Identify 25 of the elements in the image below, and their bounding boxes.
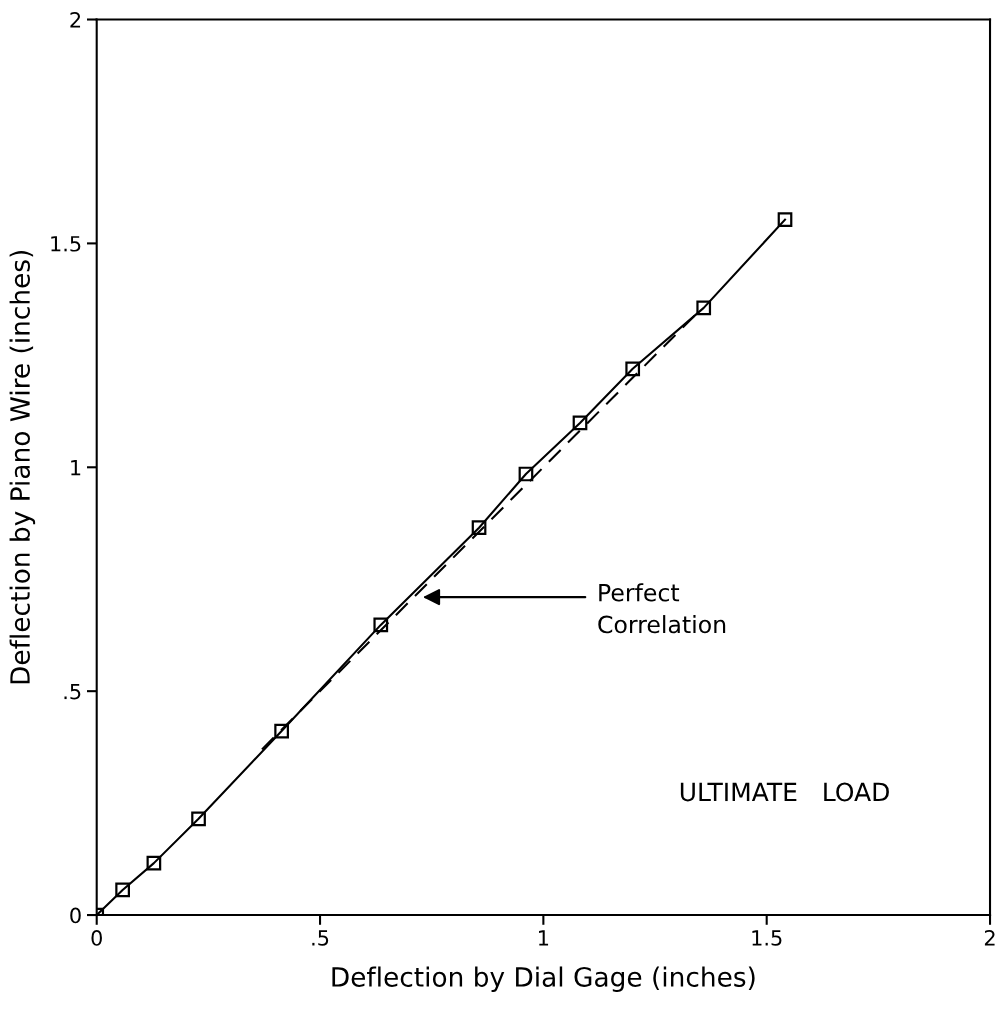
x-tick-label: .5 [312,930,329,946]
x-tick-label: 1.5 [752,930,782,946]
point [146,855,162,871]
point [696,300,712,316]
x-tick-label: 0 [91,930,102,946]
annotation: ULTIMATE LOAD [680,782,889,802]
annotation: Perfect Correlation [598,583,726,634]
point [625,361,641,377]
x-tick-label: 2 [984,930,995,946]
y-tick-label: 0 [70,907,81,924]
point [471,520,487,536]
point [777,212,793,228]
y-axis-title: Deflection by Piano Wire (inches) [9,250,36,684]
point [115,882,130,898]
point [373,617,389,633]
point [191,811,206,827]
point [572,415,588,431]
y-tick-label: 1.5 [51,236,81,252]
point [274,723,289,739]
y-tick-label: 1 [71,460,81,476]
point [518,466,534,482]
x-axis-title: Deflection by Dial Gage (inches) [332,966,755,993]
y-tick-label: 2 [70,11,81,28]
x-tick-label: 1 [539,930,549,946]
y-tick-label: .5 [64,683,81,700]
